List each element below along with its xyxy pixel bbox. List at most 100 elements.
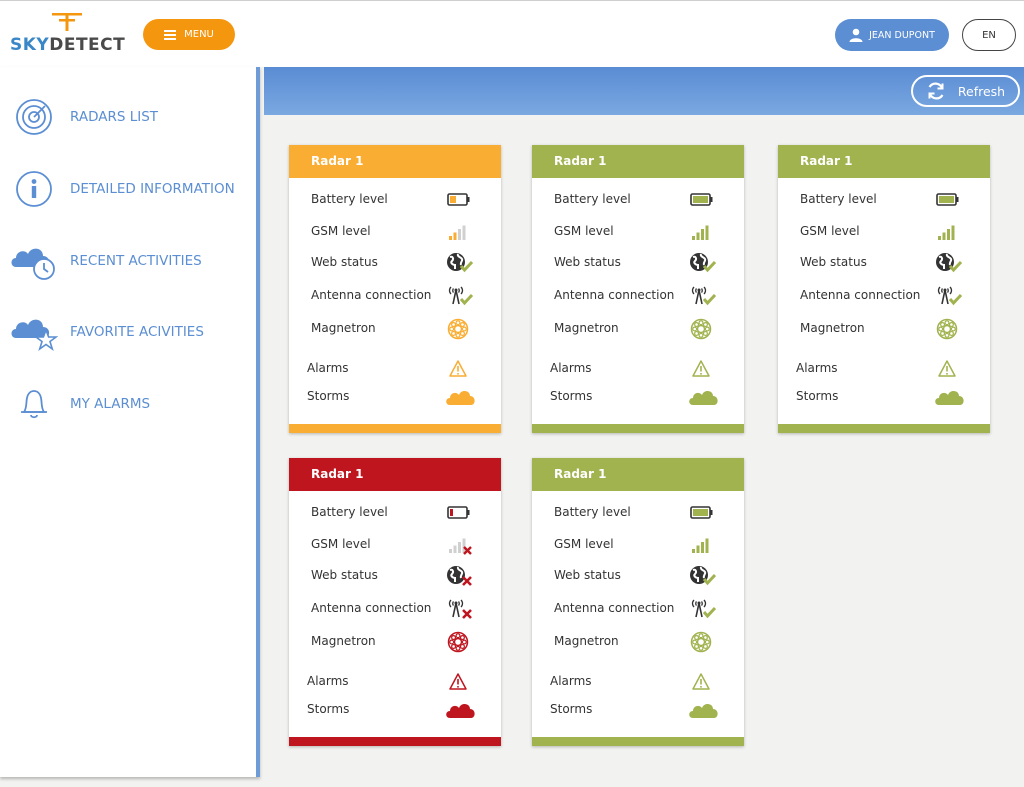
radar-card[interactable]: Radar 1 Battery level GSM level Web status A… bbox=[289, 458, 501, 746]
storm-cloud-icon bbox=[445, 385, 475, 409]
signal-icon bbox=[445, 533, 473, 557]
bell-icon bbox=[10, 384, 58, 424]
status-row-storms: Storms bbox=[289, 385, 501, 409]
sidebar-item-label: DETAILED INFORMATION bbox=[70, 181, 235, 197]
sidebar-item-label: FAVORITE ACIVITIES bbox=[70, 324, 204, 340]
status-label: Magnetron bbox=[554, 321, 619, 335]
status-row-antenna: Antenna connection bbox=[289, 284, 501, 308]
status-label: Storms bbox=[307, 702, 350, 716]
refresh-button[interactable]: Refresh bbox=[911, 75, 1020, 107]
status-label: Battery level bbox=[554, 192, 631, 206]
logo-sky: SKY bbox=[10, 35, 50, 55]
radar-card-title: Radar 1 bbox=[289, 458, 501, 491]
status-row-magnetron: Magnetron bbox=[289, 317, 501, 341]
globe-status-icon bbox=[934, 251, 963, 275]
status-label: GSM level bbox=[311, 537, 371, 551]
battery-icon bbox=[445, 188, 473, 212]
status-row-web: Web status bbox=[289, 564, 501, 588]
cloud-star-icon bbox=[10, 312, 58, 352]
status-row-battery: Battery level bbox=[778, 188, 990, 212]
status-label: Alarms bbox=[550, 674, 592, 688]
sidebar-item-my-alarms[interactable]: MY ALARMS bbox=[0, 376, 256, 432]
status-row-gsm: GSM level bbox=[532, 533, 744, 557]
sidebar-item-radars-list[interactable]: RADARS LIST bbox=[0, 89, 256, 145]
status-row-alarms: Alarms bbox=[532, 357, 744, 381]
status-row-storms: Storms bbox=[532, 698, 744, 722]
status-label: Magnetron bbox=[800, 321, 865, 335]
status-label: Storms bbox=[307, 389, 350, 403]
globe-status-icon bbox=[688, 251, 717, 275]
status-label: Battery level bbox=[554, 505, 631, 519]
storm-cloud-icon bbox=[688, 698, 718, 722]
status-label: Antenna connection bbox=[311, 601, 432, 615]
status-label: Web status bbox=[800, 255, 867, 269]
antenna-status-icon bbox=[688, 284, 717, 308]
radar-card[interactable]: Radar 1 Battery level GSM level Web status A… bbox=[532, 145, 744, 433]
radar-card-title: Radar 1 bbox=[532, 458, 744, 491]
user-name: JEAN DUPONT bbox=[869, 29, 935, 41]
status-label: Alarms bbox=[307, 674, 349, 688]
sidebar-item-label: RADARS LIST bbox=[70, 109, 159, 125]
battery-icon bbox=[688, 501, 716, 525]
status-label: Battery level bbox=[311, 192, 388, 206]
sidebar-item-favorite-activities[interactable]: FAVORITE ACIVITIES bbox=[0, 304, 256, 360]
status-row-gsm: GSM level bbox=[289, 220, 501, 244]
storm-cloud-icon bbox=[445, 698, 475, 722]
status-row-storms: Storms bbox=[778, 385, 990, 409]
status-row-battery: Battery level bbox=[532, 501, 744, 525]
refresh-button-label: Refresh bbox=[957, 83, 1006, 99]
magnetron-icon bbox=[688, 630, 716, 654]
sidebar-item-label: MY ALARMS bbox=[70, 396, 151, 412]
status-row-battery: Battery level bbox=[289, 501, 501, 525]
info-icon bbox=[10, 169, 58, 209]
status-row-alarms: Alarms bbox=[778, 357, 990, 381]
antenna-status-icon bbox=[445, 597, 473, 621]
magnetron-icon bbox=[688, 317, 716, 341]
battery-icon bbox=[934, 188, 962, 212]
status-label: Web status bbox=[554, 255, 621, 269]
status-row-web: Web status bbox=[289, 251, 501, 275]
status-row-magnetron: Magnetron bbox=[532, 317, 744, 341]
antenna-logo-icon bbox=[52, 13, 82, 31]
storm-cloud-icon bbox=[688, 385, 718, 409]
status-label: Alarms bbox=[796, 361, 838, 375]
alarm-warning-icon bbox=[688, 357, 716, 381]
skydetect-logo[interactable]: SKYDETECT bbox=[10, 11, 125, 57]
status-row-gsm: GSM level bbox=[289, 533, 501, 557]
signal-icon bbox=[445, 220, 473, 244]
alarm-warning-icon bbox=[688, 670, 716, 694]
status-label: Web status bbox=[554, 568, 621, 582]
storm-cloud-icon bbox=[934, 385, 964, 409]
status-label: Storms bbox=[550, 389, 593, 403]
radar-card[interactable]: Radar 1 Battery level GSM level Web status A… bbox=[532, 458, 744, 746]
status-row-storms: Storms bbox=[289, 698, 501, 722]
sidebar-item-detailed-information[interactable]: DETAILED INFORMATION bbox=[0, 161, 256, 217]
status-label: Storms bbox=[796, 389, 839, 403]
radar-card-title: Radar 1 bbox=[289, 145, 501, 178]
sidebar-item-recent-activities[interactable]: RECENT ACTIVITIES bbox=[0, 233, 256, 289]
magnetron-icon bbox=[445, 630, 473, 654]
globe-status-icon bbox=[445, 251, 474, 275]
status-label: Antenna connection bbox=[800, 288, 921, 302]
status-row-web: Web status bbox=[532, 564, 744, 588]
status-row-antenna: Antenna connection bbox=[778, 284, 990, 308]
radar-icon bbox=[10, 97, 58, 137]
alarm-warning-icon bbox=[445, 357, 473, 381]
status-label: Magnetron bbox=[554, 634, 619, 648]
globe-status-icon bbox=[445, 564, 473, 588]
menu-button[interactable]: MENU bbox=[143, 19, 235, 50]
antenna-status-icon bbox=[688, 597, 717, 621]
radar-card[interactable]: Radar 1 Battery level GSM level Web status A… bbox=[778, 145, 990, 433]
alarm-warning-icon bbox=[445, 670, 473, 694]
status-row-battery: Battery level bbox=[289, 188, 501, 212]
battery-icon bbox=[688, 188, 716, 212]
status-row-storms: Storms bbox=[532, 385, 744, 409]
radar-card[interactable]: Radar 1 Battery level GSM level Web status A… bbox=[289, 145, 501, 433]
user-account-button[interactable]: JEAN DUPONT bbox=[835, 19, 949, 51]
language-selector[interactable]: EN bbox=[962, 19, 1016, 51]
status-row-web: Web status bbox=[778, 251, 990, 275]
radar-card-title: Radar 1 bbox=[532, 145, 744, 178]
hamburger-icon bbox=[164, 29, 177, 40]
menu-button-label: MENU bbox=[184, 29, 214, 40]
status-label: Storms bbox=[550, 702, 593, 716]
